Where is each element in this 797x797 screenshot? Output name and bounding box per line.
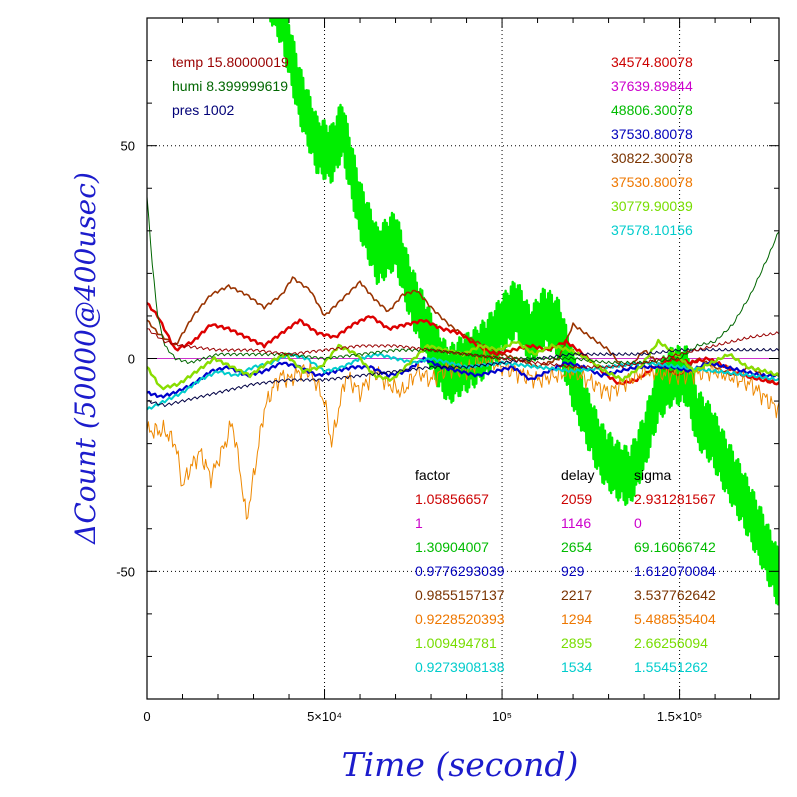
y-tick-label: 0 [128, 352, 135, 367]
table-cell-factor: 0.9228520393 [415, 611, 505, 627]
series-line-2 [147, 302, 779, 386]
reference-value: 48806.30078 [611, 102, 693, 118]
axis-ticks [146, 17, 779, 700]
table-cell-factor: 1.05856657 [415, 491, 489, 507]
x-tick-label: 5×10⁴ [307, 709, 342, 724]
table-cell-sigma: 5.488535404 [634, 611, 716, 627]
table-cell-delay: 2654 [561, 539, 592, 555]
table-header: sigma [634, 467, 672, 483]
reference-value: 37639.89844 [611, 78, 693, 94]
series-line-8 [147, 196, 779, 365]
table-cell-delay: 1146 [561, 515, 591, 531]
table-cell-delay: 1534 [561, 659, 592, 675]
tick-labels: 0 5×10⁴ 10⁵ 1.5×10⁵ -50 0 50 [116, 139, 702, 724]
table-cell-factor: 0.9273908138 [415, 659, 505, 675]
table-cell-sigma: 3.537762642 [634, 587, 716, 603]
reference-value: 30822.30078 [611, 150, 693, 166]
table-cell-delay: 1294 [561, 611, 592, 627]
table-cell-factor: 0.9855157137 [415, 587, 505, 603]
series-line-5 [147, 352, 779, 411]
table-cell-delay: 929 [561, 563, 585, 579]
table-cell-factor: 1.009494781 [415, 635, 497, 651]
env-readout: temp 15.80000019 humi 8.399999619 pres 100… [172, 54, 289, 118]
series-line-0 [269, 18, 779, 606]
table-cell-delay: 2217 [561, 587, 592, 603]
table-cell-factor: 1.30904007 [415, 539, 489, 555]
series-group [147, 18, 779, 606]
reference-values: 34574.80078 37639.89844 48806.30078 37530.8… [611, 54, 693, 238]
y-axis-title: ΔCount (50000@400usec) [69, 172, 102, 545]
x-tick-label: 0 [143, 709, 150, 724]
table-cell-sigma: 0 [634, 515, 642, 531]
table-header: delay [561, 467, 594, 483]
table-cell-sigma: 2.66256094 [634, 635, 708, 651]
y-tick-label: -50 [116, 564, 135, 579]
table-cell-delay: 2895 [561, 635, 592, 651]
x-axis-title: Time (second) [342, 745, 579, 784]
reference-value: 34574.80078 [611, 54, 693, 70]
env-readout-line: temp 15.80000019 [172, 54, 289, 70]
table-cell-factor: 1 [415, 515, 423, 531]
table-cell-factor: 0.9776293039 [415, 563, 505, 579]
x-tick-label: 1.5×10⁵ [657, 709, 703, 724]
reference-value: 37530.80078 [611, 174, 693, 190]
table-cell-sigma: 69.16066742 [634, 539, 716, 555]
env-readout-line: humi 8.399999619 [172, 78, 288, 94]
y-tick-label: 50 [121, 139, 135, 154]
series-line-7 [147, 348, 779, 408]
series-line-3 [147, 347, 779, 520]
reference-value: 30779.90039 [611, 198, 693, 214]
series-line-6 [147, 338, 779, 391]
stats-table: factor delay sigma 1.05856657 2059 2.93128156… [415, 467, 716, 675]
table-cell-sigma: 2.931281567 [634, 491, 716, 507]
reference-value: 37530.80078 [611, 126, 693, 142]
table-header: factor [415, 467, 450, 483]
env-readout-line: pres 1002 [172, 102, 234, 118]
reference-value: 37578.10156 [611, 222, 693, 238]
x-tick-label: 10⁵ [492, 709, 512, 724]
table-cell-delay: 2059 [561, 491, 592, 507]
series-line-9 [147, 328, 779, 369]
table-cell-sigma: 1.55451262 [634, 659, 708, 675]
table-cell-sigma: 1.612070084 [634, 563, 716, 579]
